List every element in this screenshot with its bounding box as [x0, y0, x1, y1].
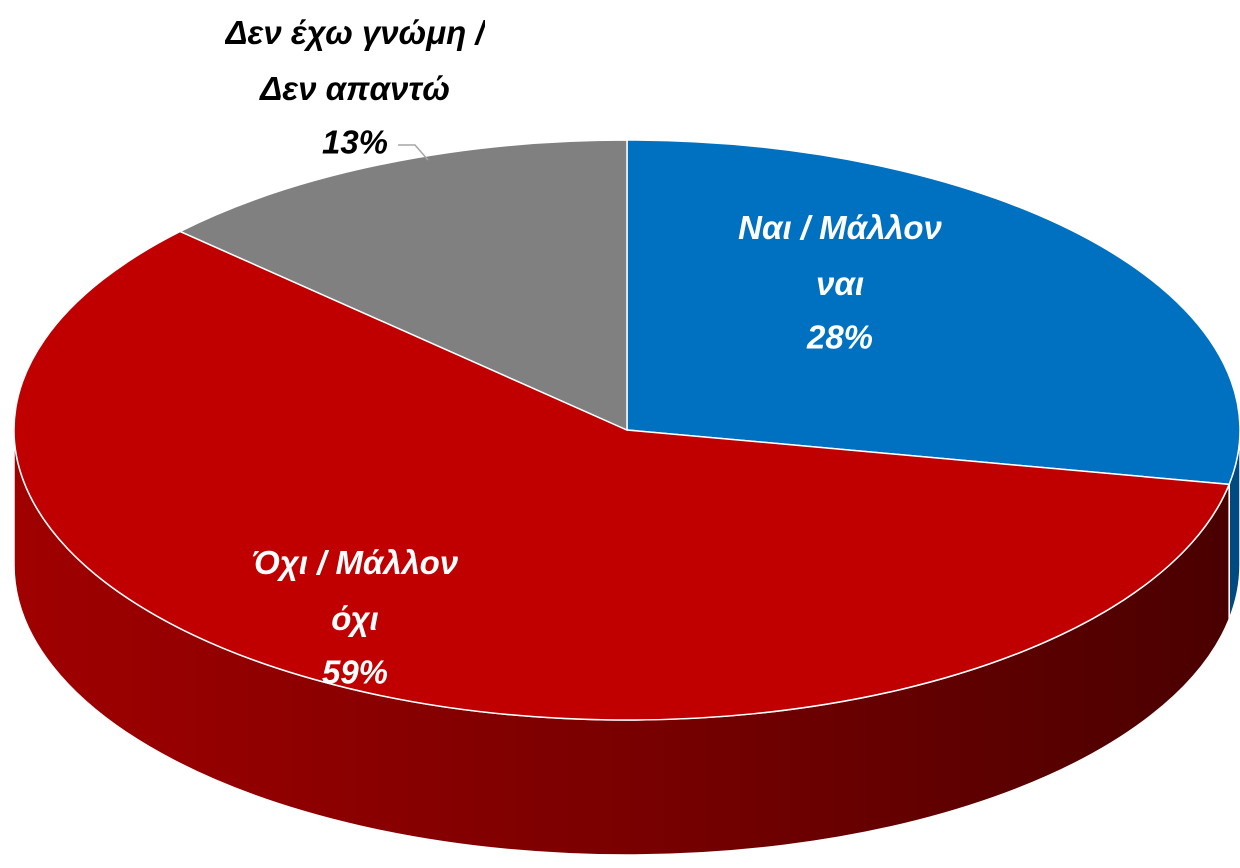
category-label: Όχι / Μάλλον όχι — [251, 544, 459, 637]
category-label: Ναι / Μάλλον ναι — [738, 209, 942, 302]
category-label: Δεν έχω γνώμη / Δεν απαντώ — [225, 14, 485, 107]
value-label: 59% — [322, 654, 388, 691]
leader-line — [398, 144, 429, 161]
slice-label: Ναι / Μάλλον ναι — [738, 209, 942, 302]
pie-slice — [178, 139, 628, 432]
value-label: 28% — [806, 319, 873, 356]
slice-label: Δεν έχω γνώμη / Δεν απαντώ — [225, 14, 485, 107]
pie-slice — [626, 139, 1240, 486]
value-label: 13% — [322, 124, 388, 161]
slice-label: Όχι / Μάλλον όχι — [251, 544, 459, 637]
pie-slice — [13, 230, 1231, 721]
